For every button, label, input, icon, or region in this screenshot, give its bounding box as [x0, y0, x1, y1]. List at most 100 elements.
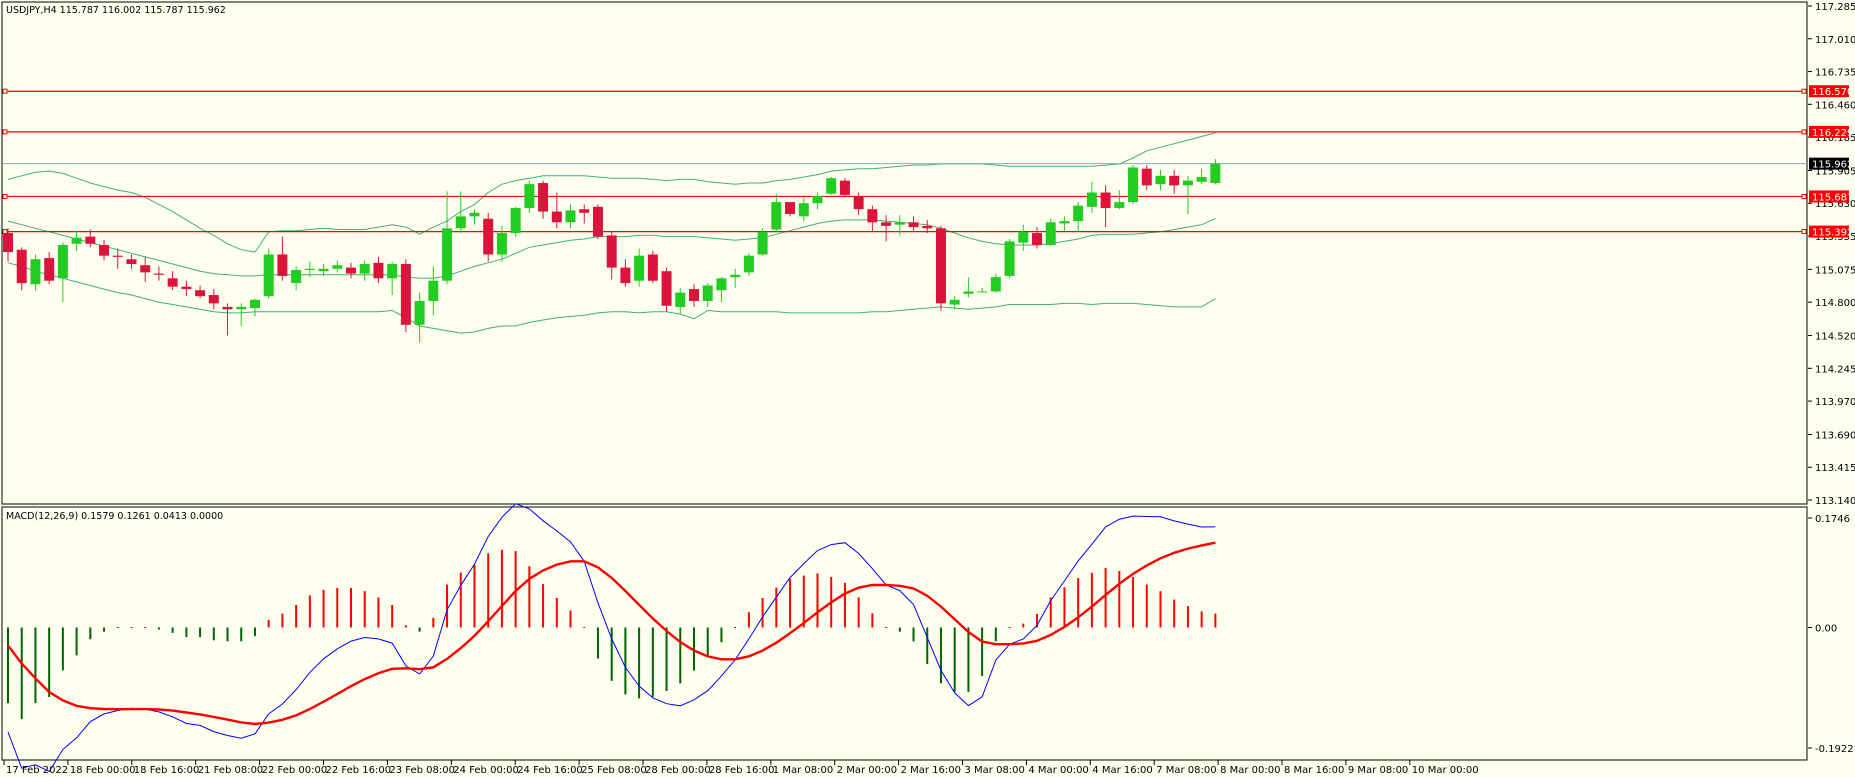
price-tick-label: 113.690: [1815, 430, 1855, 441]
price-tick-label: 116.185: [1815, 133, 1855, 144]
candle-body: [1073, 205, 1084, 222]
candle: [949, 296, 960, 310]
candle: [592, 204, 603, 239]
candle-body: [565, 210, 576, 223]
candle: [30, 254, 41, 291]
candle: [1100, 185, 1111, 228]
candle-body: [208, 295, 219, 304]
candle: [483, 212, 494, 262]
level-price-tag-label: 115.687: [1812, 192, 1853, 203]
candle-body: [1196, 177, 1207, 182]
level-anchor-right: [1801, 193, 1807, 199]
level-price-tag: 115.687: [1809, 190, 1853, 203]
candle: [935, 225, 946, 311]
candle-body: [318, 268, 329, 272]
candle: [647, 250, 658, 284]
candle-body: [661, 271, 672, 306]
candle: [1045, 218, 1056, 247]
level-anchor-left: [2, 193, 8, 199]
candle: [1182, 175, 1193, 214]
candle: [57, 242, 68, 303]
candle-body: [1210, 163, 1221, 183]
candle: [1059, 216, 1070, 231]
candle: [195, 285, 206, 299]
level-anchor-right: [1801, 88, 1807, 94]
level-price-tag-label: 115.392: [1812, 228, 1853, 239]
candle-body: [57, 244, 68, 279]
candle: [373, 256, 384, 284]
price-tick-label: 116.735: [1815, 68, 1855, 79]
candle-body: [990, 277, 1001, 292]
candle-body: [126, 259, 137, 265]
time-tick-label: 18 Feb 00:00: [70, 765, 136, 776]
candle: [839, 178, 850, 198]
candle-body: [524, 184, 535, 209]
candle: [359, 260, 370, 281]
candle: [702, 283, 713, 307]
candle-body: [1155, 175, 1166, 185]
candle: [140, 256, 151, 282]
price-panel[interactable]: USDJPY,H4 115.787 116.002 115.787 115.96…: [1, 1, 1808, 505]
candle-body: [442, 228, 453, 281]
macd-panel-frame: [1, 506, 1808, 761]
candle-body: [592, 206, 603, 237]
candle-body: [44, 258, 55, 281]
candle-body: [373, 262, 384, 279]
level-anchor-left: [2, 88, 8, 94]
candle-body: [277, 254, 288, 276]
candle-body: [483, 218, 494, 255]
time-tick-label: 2 Mar 16:00: [901, 765, 961, 776]
candle-body: [112, 255, 123, 257]
candle-body: [1182, 180, 1193, 186]
candle: [1141, 165, 1152, 191]
candle: [1196, 168, 1207, 185]
candle: [442, 191, 453, 285]
macd-header: MACD(12,26,9) 0.1579 0.1261 0.0413 0.000…: [6, 511, 223, 522]
candle-body: [935, 228, 946, 304]
candle: [524, 180, 535, 213]
candle: [469, 209, 480, 225]
candle-body: [606, 235, 617, 268]
candle-body: [881, 222, 892, 226]
candle: [853, 192, 864, 216]
candle-body: [853, 196, 864, 210]
candle: [1018, 224, 1029, 251]
candle: [277, 236, 288, 281]
candle-body: [414, 300, 425, 325]
candle-body: [743, 255, 754, 273]
macd-panel[interactable]: MACD(12,26,9) 0.1579 0.1261 0.0413 0.000…: [1, 503, 1808, 773]
candle-body: [551, 211, 562, 223]
time-tick-label: 24 Feb 16:00: [517, 765, 583, 776]
candle-body: [675, 292, 686, 307]
candle: [44, 252, 55, 285]
time-tick-label: 9 Mar 08:00: [1348, 765, 1408, 776]
price-tick-label: 114.245: [1815, 364, 1855, 375]
candle: [798, 197, 809, 222]
candle: [757, 228, 768, 256]
candle: [785, 202, 796, 217]
candle: [565, 204, 576, 229]
time-tick-label: 2 Mar 00:00: [837, 765, 897, 776]
candle-body: [1169, 175, 1180, 186]
candle: [538, 180, 549, 219]
price-tick-label: 113.415: [1815, 463, 1855, 474]
candle-body: [167, 278, 178, 287]
candle: [153, 266, 164, 281]
candle: [318, 264, 329, 276]
candle: [990, 273, 1001, 293]
price-tick-label: 115.075: [1815, 265, 1855, 276]
candle-body: [1032, 233, 1042, 245]
level-price-tag: 116.229: [1809, 125, 1853, 139]
candle: [208, 289, 219, 310]
candle: [85, 229, 96, 248]
candle-body: [716, 278, 727, 291]
candle-body: [1004, 241, 1015, 276]
candle-body: [236, 306, 247, 310]
candle-body: [1045, 222, 1056, 245]
candle: [1114, 190, 1125, 210]
time-tick-label: 3 Mar 08:00: [965, 765, 1025, 776]
time-tick-label: 23 Feb 08:00: [389, 765, 455, 776]
time-tick-label: 22 Feb 16:00: [326, 765, 392, 776]
candle: [263, 248, 274, 299]
